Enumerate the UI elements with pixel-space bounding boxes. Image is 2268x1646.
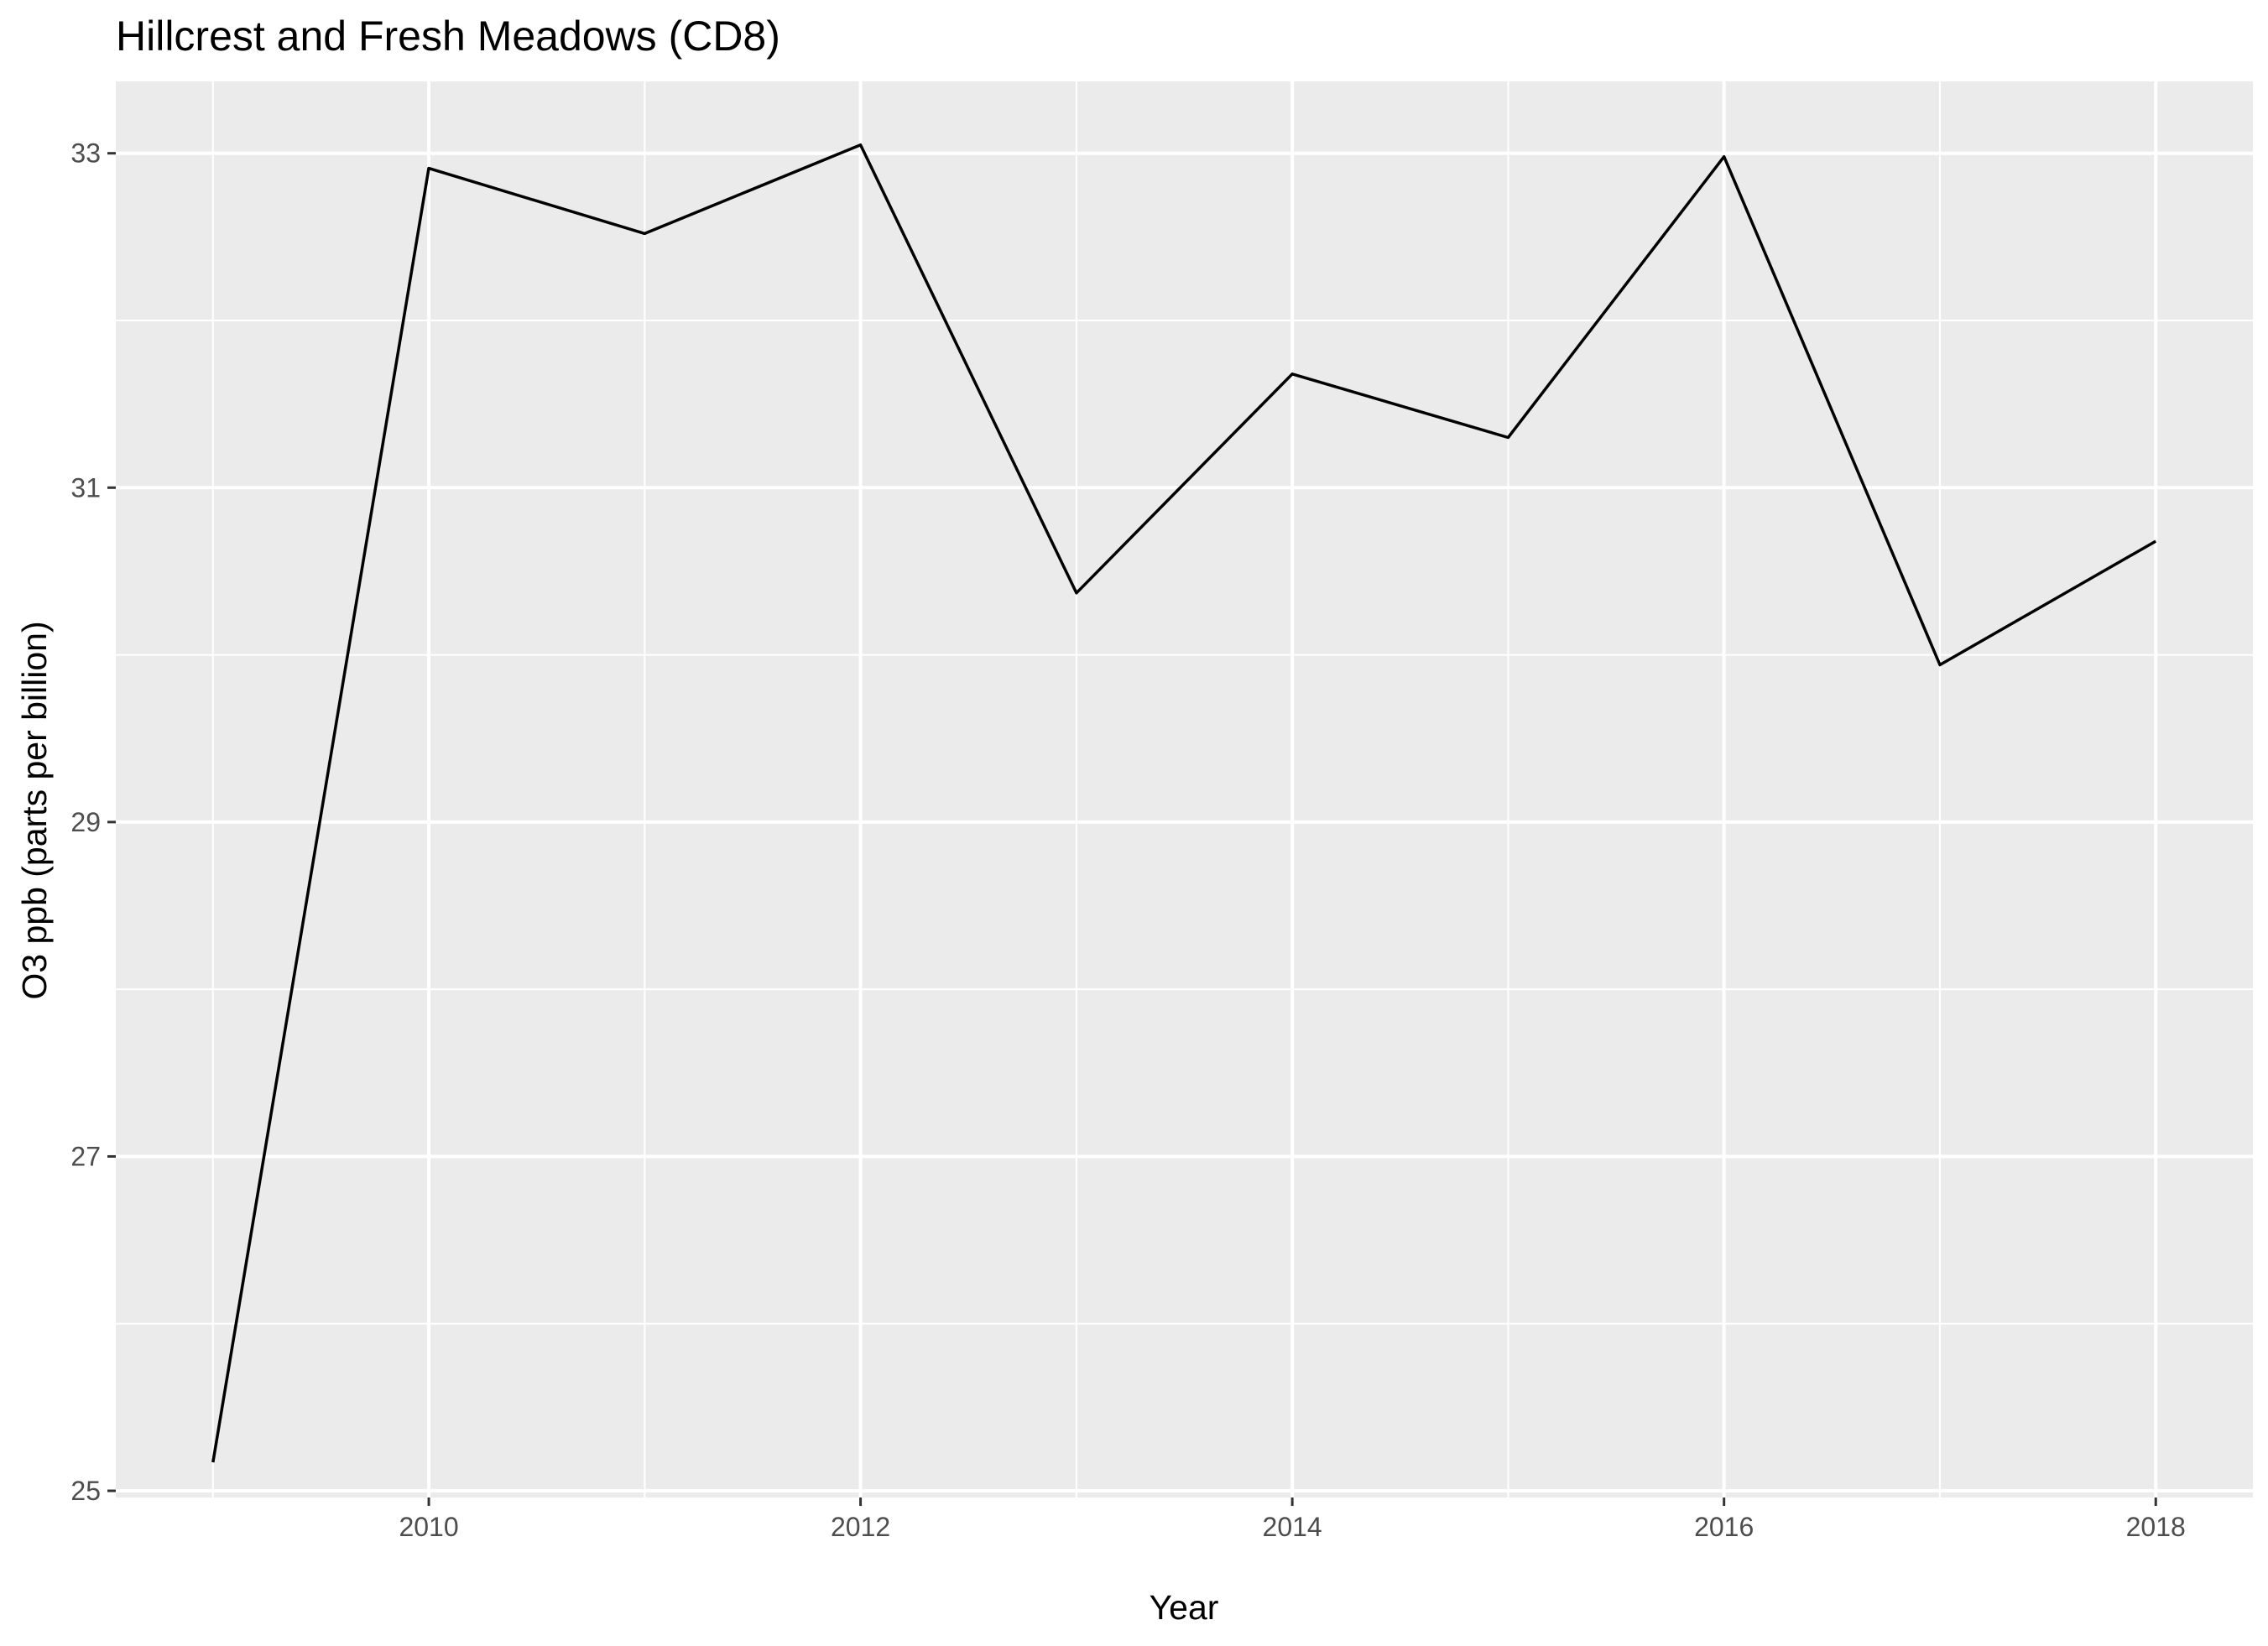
x-axis: 2010 2012 2014 2016 2018	[399, 1498, 2186, 1542]
y-tick-label: 27	[70, 1141, 101, 1171]
x-tick-label: 2012	[831, 1512, 890, 1542]
y-axis-title: O3 ppb (parts per billion)	[15, 621, 54, 999]
minor-gridlines-x	[211, 81, 1941, 1498]
minor-gridlines-y	[116, 319, 2253, 1325]
x-tick-label: 2014	[1263, 1512, 1322, 1542]
major-gridlines-x	[427, 81, 2158, 1498]
y-tick-label: 29	[70, 807, 101, 837]
y-tick-label: 33	[70, 138, 101, 169]
y-tick-label: 31	[70, 472, 101, 503]
series-line	[211, 143, 2157, 1463]
major-gridlines-y	[116, 151, 2253, 1493]
series-layer	[211, 143, 2157, 1463]
x-tick-label: 2010	[399, 1512, 458, 1542]
x-axis-title: Year	[1150, 1588, 1219, 1627]
plot-panel	[116, 81, 2253, 1498]
x-tick-label: 2016	[1694, 1512, 1754, 1542]
y-tick-label: 25	[70, 1476, 101, 1506]
y-axis: 25 27 29 31 33	[70, 138, 116, 1506]
x-tick-label: 2018	[2126, 1512, 2186, 1542]
chart-title: Hillcrest and Fresh Meadows (CD8)	[116, 13, 780, 60]
